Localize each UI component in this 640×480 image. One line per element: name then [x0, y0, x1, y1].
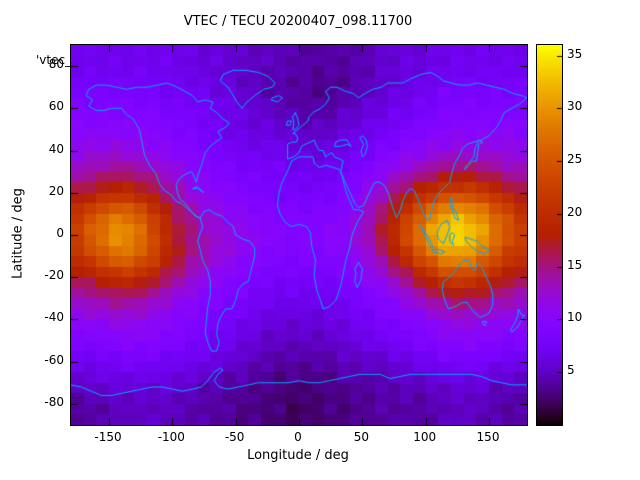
y-tick-label: 60 [48, 99, 64, 114]
x-axis-label: Longitude / deg [247, 448, 349, 463]
x-tick-label: 50 [353, 430, 369, 444]
plot-title: VTEC / TECU 20200407_098.11700 [183, 14, 413, 29]
y-tick-label: 20 [48, 183, 64, 198]
colorbar-tick-label: 30 [567, 99, 583, 114]
y-tick-label: -40 [44, 310, 64, 325]
y-tick-label: -20 [44, 268, 64, 283]
x-tick-label: -150 [94, 430, 122, 444]
stray-key-label: 'vtec_ [36, 53, 72, 67]
colorbar-canvas [537, 45, 562, 425]
colorbar-tick-label: 10 [567, 310, 583, 325]
x-tick-label: -100 [157, 430, 185, 444]
colorbar-tick-label: 5 [567, 363, 575, 378]
y-tick-label: 0 [56, 226, 64, 240]
y-tick-label: 40 [48, 141, 64, 156]
y-tick-label: -60 [44, 352, 64, 367]
colorbar-tick-label: 25 [567, 152, 583, 167]
y-tick-label: -80 [44, 394, 64, 409]
x-tick-label: 0 [294, 430, 302, 444]
x-tick-label: 150 [476, 430, 500, 444]
x-tick-label: -50 [224, 430, 245, 444]
x-tick-label: 100 [413, 430, 437, 444]
colorbar [536, 44, 563, 426]
colorbar-tick-label: 35 [567, 46, 583, 61]
plot-area [70, 44, 528, 426]
colorbar-tick-label: 15 [567, 257, 583, 272]
colorbar-tick-label: 20 [567, 204, 583, 219]
heatmap-canvas [71, 45, 527, 425]
y-axis-label: Latitude / deg [10, 188, 26, 279]
